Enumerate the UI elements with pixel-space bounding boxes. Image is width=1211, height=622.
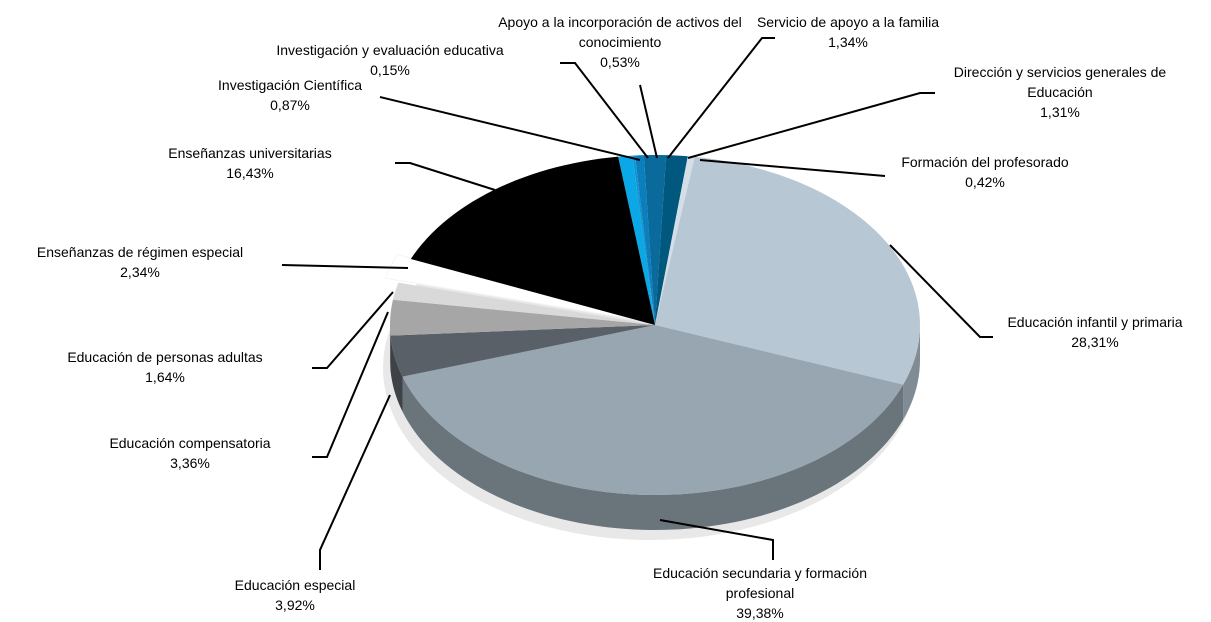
value-label: 1,31% bbox=[1040, 104, 1080, 120]
category-label: Educación secundaria y formación profesi… bbox=[652, 565, 867, 601]
category-label: Educación de personas adultas bbox=[67, 349, 263, 365]
leader-line bbox=[659, 519, 774, 560]
value-label: 0,87% bbox=[270, 97, 310, 113]
category-label: Enseñanzas de régimen especial bbox=[36, 244, 244, 260]
slice-label: Educación especial 3,92% bbox=[195, 575, 395, 615]
leader-line bbox=[312, 311, 389, 458]
leader-line bbox=[281, 264, 409, 269]
pie-slice bbox=[392, 282, 655, 325]
slice-label: Enseñanzas universitarias 16,43% bbox=[130, 143, 370, 183]
pie-slice bbox=[655, 156, 920, 385]
pie-slice bbox=[402, 325, 904, 495]
value-label: 1,64% bbox=[145, 369, 185, 385]
slice-label: Formación del profesorado 0,42% bbox=[885, 152, 1085, 192]
value-label: 3,36% bbox=[170, 455, 210, 471]
leader-line bbox=[395, 162, 496, 191]
slice-label: Investigación Científica 0,87% bbox=[180, 75, 400, 115]
category-label: Investigación y evaluación educativa bbox=[276, 42, 504, 58]
pie-slice bbox=[655, 155, 688, 325]
leader-line bbox=[889, 244, 993, 338]
leader-line bbox=[699, 159, 886, 177]
category-label: Servicio de apoyo a la familia bbox=[756, 14, 940, 30]
leader-line bbox=[639, 84, 658, 159]
value-label: 0,53% bbox=[600, 54, 640, 70]
value-label: 3,92% bbox=[275, 597, 315, 613]
slice-side bbox=[390, 335, 403, 412]
slice-label: Educación secundaria y formación profesi… bbox=[620, 563, 900, 622]
slice-label: Servicio de apoyo a la familia 1,34% bbox=[748, 12, 948, 52]
value-label: 39,38% bbox=[736, 605, 784, 621]
slice-label: Dirección y servicios generales de Educa… bbox=[930, 62, 1190, 122]
category-label: Dirección y servicios generales de Educa… bbox=[953, 64, 1167, 100]
value-label: 16,43% bbox=[226, 165, 274, 181]
value-label: 1,34% bbox=[828, 34, 868, 50]
category-label: Formación del profesorado bbox=[901, 154, 1069, 170]
leader-line bbox=[379, 96, 641, 161]
leader-line bbox=[560, 62, 649, 159]
pie-slice bbox=[632, 155, 655, 325]
slice-label: Educación compensatoria 3,36% bbox=[80, 433, 300, 473]
category-label: Educación infantil y primaria bbox=[1007, 314, 1183, 330]
value-label: 28,31% bbox=[1071, 334, 1119, 350]
slice-side bbox=[903, 325, 920, 420]
leader-line bbox=[319, 394, 391, 570]
pie-slice bbox=[643, 155, 667, 325]
pie-slice bbox=[635, 155, 655, 325]
leader-line bbox=[312, 291, 394, 369]
value-label: 0,42% bbox=[965, 174, 1005, 190]
value-label: 0,15% bbox=[370, 62, 410, 78]
pie-slice bbox=[410, 156, 655, 325]
pie-slice bbox=[618, 155, 655, 325]
slice-label: Investigación y evaluación educativa 0,15… bbox=[240, 40, 540, 80]
slice-label: Apoyo a la incorporación de activos del … bbox=[475, 12, 765, 72]
leader-line bbox=[667, 37, 775, 159]
slice-label: Educación infantil y primaria 28,31% bbox=[985, 312, 1205, 352]
slice-label: Educación de personas adultas 1,64% bbox=[55, 347, 275, 387]
pie-slice bbox=[655, 156, 695, 325]
leader-line bbox=[687, 92, 935, 159]
category-label: Enseñanzas universitarias bbox=[168, 145, 332, 161]
value-label: 2,34% bbox=[120, 264, 160, 280]
pie-slice bbox=[390, 325, 655, 377]
category-label: Educación compensatoria bbox=[109, 435, 271, 451]
category-label: Educación especial bbox=[234, 577, 356, 593]
category-label: Apoyo a la incorporación de activos del … bbox=[498, 14, 742, 50]
slice-side bbox=[390, 325, 391, 371]
slice-side bbox=[402, 376, 904, 530]
slice-label: Enseñanzas de régimen especial 2,34% bbox=[0, 242, 280, 282]
pie-slice bbox=[390, 299, 655, 336]
category-label: Investigación Científica bbox=[218, 77, 362, 93]
